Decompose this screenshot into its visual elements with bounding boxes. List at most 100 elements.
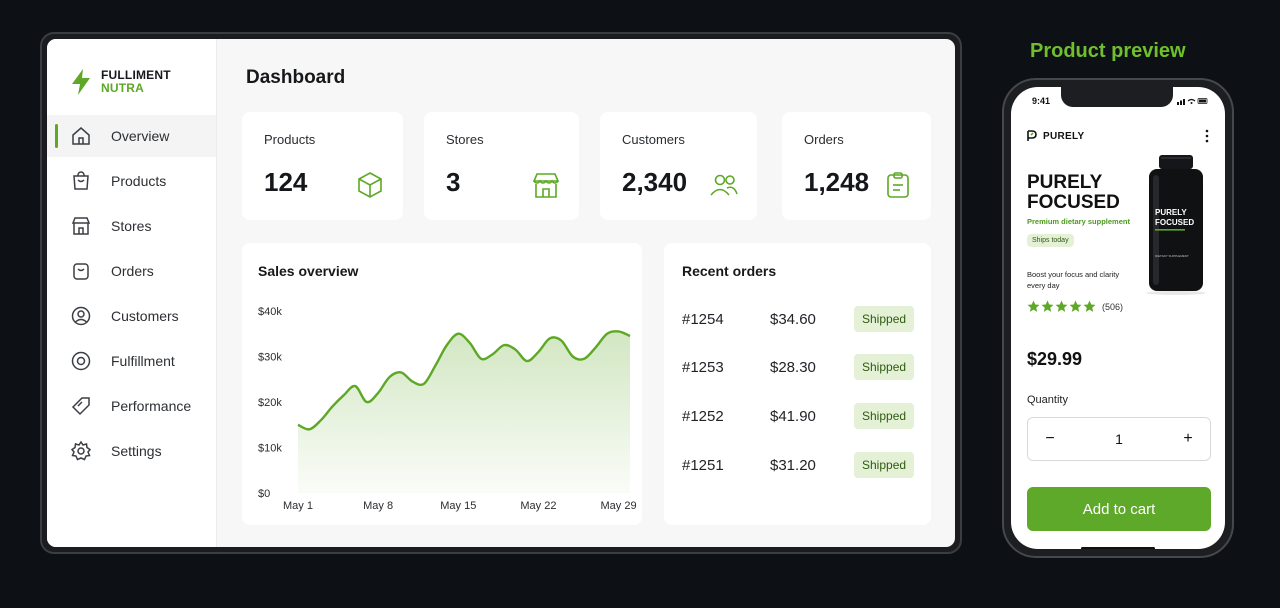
target-icon — [69, 349, 93, 373]
recent-orders-panel: Recent orders #1254 $34.60 Shipped #1253… — [664, 243, 931, 525]
order-row[interactable]: #1251 $31.20 Shipped — [682, 451, 922, 479]
order-id: #1254 — [682, 310, 724, 328]
tablet-frame: FULLIMENT NUTRA Overview Products — [40, 32, 962, 554]
sidebar-item-settings[interactable]: Settings — [47, 430, 216, 472]
status-badge: Shipped — [854, 452, 915, 478]
brand-logo[interactable]: FULLIMENT NUTRA — [47, 67, 216, 97]
rating: (506) — [1027, 300, 1123, 313]
sidebar-item-products[interactable]: Products — [47, 160, 216, 202]
stat-card-products[interactable]: Products 124 — [242, 112, 403, 220]
sidebar-item-customers[interactable]: Customers — [47, 295, 216, 337]
box-icon — [358, 172, 382, 198]
sidebar-item-label: Overview — [111, 128, 170, 144]
x-tick-label: May 1 — [283, 500, 313, 512]
stat-value: 1,248 — [804, 167, 870, 197]
bottle-label-3: DIETARY SUPPLEMENT — [1155, 254, 1189, 258]
phone-frame: 9:41 PURELY PURELY FOCUSED Premium dieta… — [1002, 78, 1234, 558]
sidebar-nav: Overview Products Stores — [47, 115, 216, 472]
sales-chart: $0 $10k $20k $30k $40k May 1 May 8 May 15 May 22… — [258, 306, 637, 512]
recent-orders-title: Recent orders — [682, 263, 777, 279]
stat-label: Customers — [622, 132, 685, 147]
sidebar: FULLIMENT NUTRA Overview Products — [47, 39, 217, 547]
brand-name: FULLIMENT NUTRA — [101, 69, 171, 95]
increment-button[interactable]: + — [1183, 430, 1193, 447]
quantity-label: Quantity — [1027, 394, 1068, 406]
brand-line-1: FULLIMENT — [101, 68, 171, 82]
status-time: 9:41 — [1032, 96, 1051, 106]
gear-icon — [69, 439, 93, 463]
basket-icon — [69, 259, 93, 283]
star-icon — [1041, 300, 1054, 312]
sidebar-item-label: Performance — [111, 398, 192, 414]
y-tick-label: $40k — [258, 306, 282, 318]
y-tick-label: $10k — [258, 443, 282, 455]
home-icon — [69, 124, 93, 148]
home-indicator — [1081, 547, 1155, 549]
store-icon — [532, 173, 560, 198]
product-subtitle: Premium dietary supplement — [1027, 217, 1130, 226]
status-badge: Shipped — [854, 306, 915, 332]
y-tick-label: $0 — [258, 488, 270, 500]
sidebar-item-label: Stores — [111, 218, 152, 234]
sales-area-fill — [298, 331, 630, 493]
x-tick-label: May 8 — [363, 500, 393, 512]
store-icon — [69, 214, 93, 238]
stat-value: 2,340 — [622, 167, 688, 197]
x-tick-label: May 15 — [440, 500, 476, 512]
bolt-icon — [72, 69, 90, 95]
product-title: PURELY FOCUSED — [1027, 172, 1120, 213]
brand-line-2: NUTRA — [101, 81, 144, 95]
order-row[interactable]: #1253 $28.30 Shipped — [682, 353, 922, 381]
review-count[interactable]: (506) — [1102, 301, 1124, 312]
sidebar-item-stores[interactable]: Stores — [47, 205, 216, 247]
quantity-stepper: − 1 + — [1027, 417, 1211, 461]
phone-brand-name: PURELY — [1043, 130, 1085, 142]
sales-overview-panel: Sales overview $0 $10k $20k $30k $40k May 1 Ma… — [242, 243, 642, 525]
stat-card-orders[interactable]: Orders 1,248 — [782, 112, 931, 220]
sidebar-item-label: Customers — [111, 308, 179, 324]
sidebar-item-performance[interactable]: Performance — [47, 385, 216, 427]
order-id: #1253 — [682, 358, 724, 376]
ships-badge: Ships today — [1027, 234, 1074, 247]
product-price: $29.99 — [1027, 349, 1083, 369]
bottle-label-1: PURELY — [1155, 208, 1187, 217]
sidebar-item-label: Products — [111, 173, 167, 189]
sidebar-item-orders[interactable]: Orders — [47, 250, 216, 292]
main-content: Dashboard Products 124 Stores 3 Customer… — [217, 39, 955, 547]
star-icon — [1027, 300, 1040, 312]
order-amount: $31.20 — [770, 456, 816, 474]
sidebar-item-fulfillment[interactable]: Fulfillment — [47, 340, 216, 382]
more-icon[interactable] — [1205, 129, 1209, 143]
sales-line[interactable] — [297, 330, 631, 431]
page-title: Dashboard — [246, 67, 346, 88]
add-to-cart-button[interactable]: Add to cart — [1027, 487, 1211, 531]
product-bottle-image: PURELY FOCUSED DIETARY SUPPLEMENT — [1146, 155, 1206, 295]
sidebar-item-label: Fulfillment — [111, 353, 175, 369]
decrement-button[interactable]: − — [1045, 430, 1055, 447]
status-icons — [1177, 98, 1208, 105]
sidebar-item-overview[interactable]: Overview — [47, 115, 216, 157]
sidebar-item-label: Settings — [111, 443, 162, 459]
x-tick-label: May 29 — [601, 500, 637, 512]
quantity-value[interactable]: 1 — [1115, 431, 1123, 447]
order-row[interactable]: #1254 $34.60 Shipped — [682, 305, 922, 333]
order-amount: $41.90 — [770, 407, 816, 425]
stat-card-stores[interactable]: Stores 3 — [424, 112, 579, 220]
stat-card-customers[interactable]: Customers 2,340 — [600, 112, 757, 220]
order-id: #1251 — [682, 456, 724, 474]
dashboard-screen: FULLIMENT NUTRA Overview Products — [47, 39, 955, 547]
phone-notch — [1061, 87, 1173, 107]
users-icon — [710, 174, 738, 196]
status-badge: Shipped — [854, 403, 915, 429]
y-tick-label: $20k — [258, 397, 282, 409]
user-icon — [69, 304, 93, 328]
y-tick-label: $30k — [258, 352, 282, 364]
stat-label: Products — [264, 132, 316, 147]
bag-icon — [69, 169, 93, 193]
order-row[interactable]: #1252 $41.90 Shipped — [682, 402, 922, 430]
bottle-label-2: FOCUSED — [1155, 218, 1194, 227]
clipboard-icon — [887, 172, 909, 198]
stat-value: 124 — [264, 167, 308, 197]
star-icon — [1083, 300, 1096, 312]
product-description: Boost your focus and clarity every day — [1027, 270, 1120, 290]
